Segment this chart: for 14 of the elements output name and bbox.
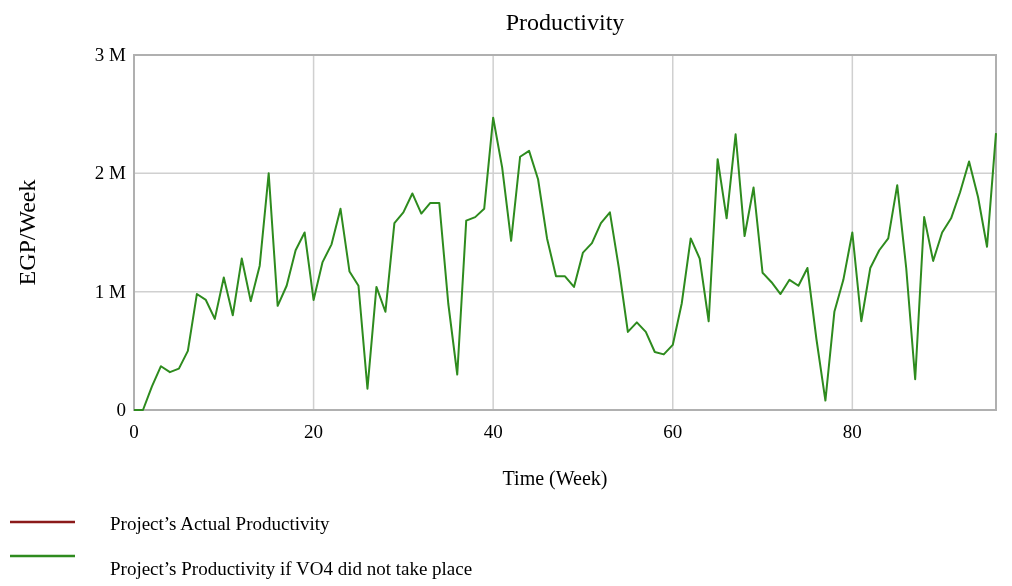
y-tick-label: 3 M (94, 44, 127, 65)
chart-title: Productivity (505, 9, 625, 35)
line-series (133, 116, 997, 411)
x-axis-title: Time (Week) (502, 467, 608, 490)
x-tick-label: 80 (842, 421, 862, 442)
y-tick-label: 0 (116, 399, 126, 420)
legend-label: Project’s Actual Productivity (110, 513, 331, 534)
x-tick-label: 40 (483, 421, 503, 442)
x-tick-label: 60 (663, 421, 683, 442)
y-tick-label: 1 M (94, 280, 127, 302)
x-tick-label: 20 (304, 421, 324, 442)
y-axis-title: EGP/Week (14, 179, 40, 286)
legend-label: Project’s Productivity if VO4 did not take place (110, 558, 473, 579)
y-tick-label: 2 M (94, 162, 127, 184)
